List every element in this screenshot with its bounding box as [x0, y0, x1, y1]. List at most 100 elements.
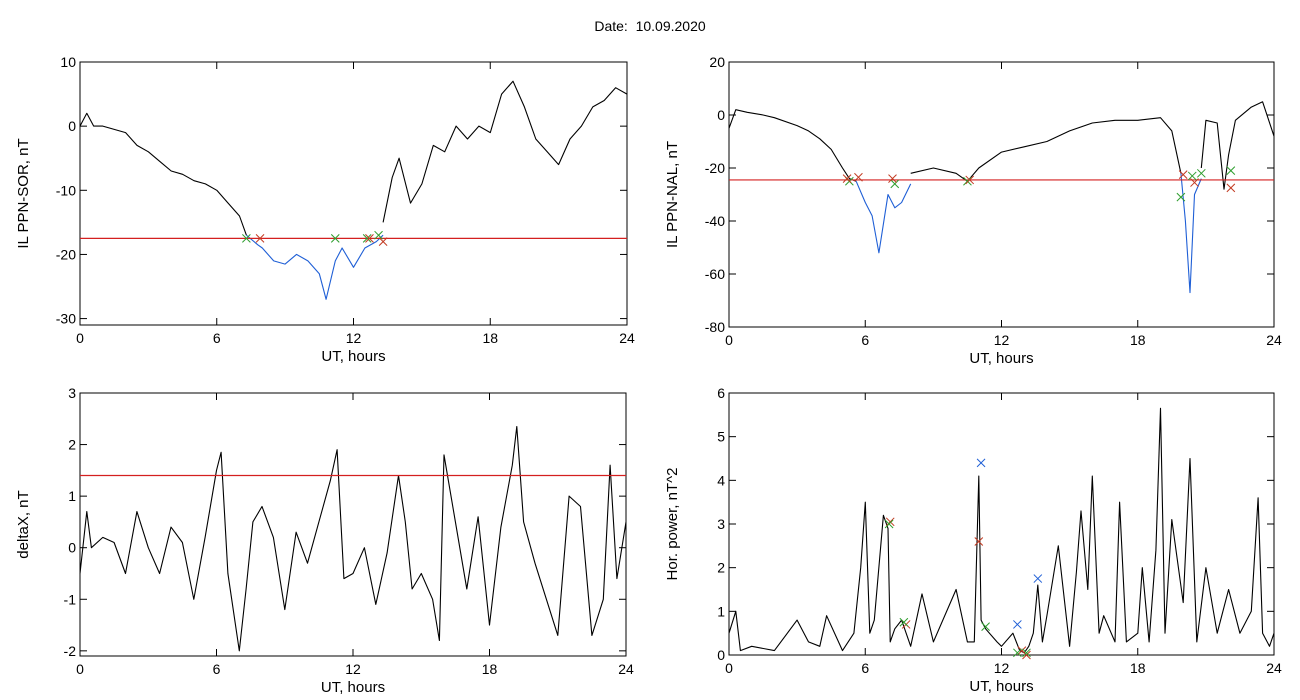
y-tick-label: 1: [717, 603, 725, 619]
marker-stroke: [242, 234, 251, 243]
marker-stroke: [854, 172, 863, 182]
x-tick-label: 12: [994, 332, 1010, 348]
x-tick-label: 6: [861, 332, 869, 348]
y-tick-label: 1: [68, 488, 76, 504]
y-tick-label: 4: [717, 472, 725, 488]
event-marker: [974, 537, 984, 546]
y-tick-label: 2: [717, 560, 725, 576]
event-marker: [365, 234, 374, 243]
plot-frame: [79, 61, 628, 326]
y-tick-label: 2: [68, 437, 76, 453]
y-tick-label: -20: [705, 160, 725, 176]
event-marker: [1187, 171, 1197, 181]
event-marker: [885, 517, 895, 527]
marker-stroke: [1196, 168, 1206, 178]
x-tick-label: 6: [213, 330, 221, 346]
chart-panel-1: 0 6 12 18 24 10 0 -10 -20 -30 UT, hours IL PPN-SOR,…: [15, 54, 635, 365]
x-axis-label: UT, hours: [969, 350, 1033, 367]
marker-stroke: [1022, 650, 1031, 660]
marker-stroke: [374, 230, 383, 240]
event-marker: [899, 617, 909, 627]
y-tick-label: -2: [64, 643, 77, 659]
event-marker: [1176, 192, 1186, 202]
y-tick-label: 20: [709, 54, 725, 70]
event-marker: [976, 458, 986, 468]
y-tick-label: -1: [64, 591, 77, 607]
event-marker: [1013, 648, 1022, 658]
marker-stroke: [899, 617, 909, 627]
marker-stroke: [1176, 192, 1186, 202]
marker-stroke: [1226, 166, 1236, 176]
series-line-4: [1180, 173, 1202, 294]
x-tick-label: 12: [346, 330, 362, 346]
event-marker: [242, 234, 251, 243]
y-tick-label: -30: [56, 311, 76, 327]
marker-stroke: [330, 234, 340, 243]
event-marker: [842, 174, 852, 183]
marker-stroke: [1013, 620, 1022, 629]
series-line-2: [246, 234, 384, 300]
marker-stroke: [1187, 171, 1197, 181]
event-marker: [888, 174, 897, 183]
event-marker: [362, 234, 372, 243]
y-tick-label: -10: [56, 182, 76, 198]
event-marker: [1190, 178, 1199, 187]
marker-stroke: [1226, 183, 1236, 193]
event-marker: [890, 179, 900, 189]
y-tick-label: -80: [705, 319, 725, 335]
x-tick-label: 24: [1266, 332, 1282, 348]
marker-stroke: [842, 174, 852, 183]
x-axis-label: UT, hours: [969, 678, 1033, 695]
event-marker: [378, 237, 388, 246]
event-marker: [1196, 168, 1206, 178]
y-tick-label: 5: [717, 429, 725, 445]
y-tick-label: 0: [717, 647, 725, 663]
y-axis-label: IL PPN-NAL, nT: [664, 141, 681, 248]
marker-stroke: [1017, 646, 1027, 655]
marker-stroke: [885, 517, 895, 527]
event-marker: [884, 519, 894, 529]
marker-stroke: [963, 176, 972, 186]
chart-panel-2: 0 6 12 18 24 20 0 -20 -40 -60 -80 UT, hours IL PPN-N…: [664, 54, 1282, 367]
series-line-3: [382, 80, 628, 223]
event-marker: [1178, 170, 1188, 179]
x-tick-label: 24: [1266, 660, 1282, 676]
y-tick-label: -20: [56, 246, 76, 262]
x-tick-label: 6: [861, 660, 869, 676]
page-title: Date: 10.09.2020: [594, 18, 706, 34]
event-marker: [374, 230, 383, 240]
marker-stroke: [362, 234, 372, 243]
plot-frame: [79, 392, 627, 657]
y-tick-label: 0: [68, 118, 76, 134]
event-marker: [255, 234, 265, 243]
y-axis-label: Hor. power, nT^2: [664, 468, 681, 581]
event-marker: [854, 172, 863, 182]
series-line-5: [1200, 101, 1275, 190]
marker-stroke: [1033, 574, 1043, 583]
y-axis-label: IL PPN-SOR, nT: [15, 138, 32, 248]
y-tick-label: 6: [717, 385, 725, 401]
x-tick-label: 12: [345, 661, 361, 677]
chart-panel-3: 0 6 12 18 24 3 2 1 0 -1 -2 UT, hours deltaX, nT: [15, 385, 634, 696]
marker-stroke: [378, 237, 388, 246]
y-tick-label: 0: [717, 107, 725, 123]
chart-panel-4: 0 6 12 18 24 6 5 4 3 2 1 0 UT, hours Hor. power, nT^2: [664, 385, 1282, 695]
event-marker: [981, 622, 990, 631]
marker-stroke: [1022, 648, 1031, 658]
marker-stroke: [1013, 648, 1022, 658]
series-line-3: [910, 117, 1182, 182]
y-axis-label: deltaX, nT: [15, 490, 32, 558]
x-tick-label: 0: [725, 332, 733, 348]
x-tick-label: 12: [994, 660, 1010, 676]
marker-stroke: [888, 174, 897, 183]
marker-stroke: [1178, 170, 1188, 179]
event-marker: [1022, 650, 1031, 660]
y-tick-label: 3: [717, 516, 725, 532]
marker-stroke: [981, 622, 990, 631]
marker-stroke: [890, 179, 900, 189]
x-tick-label: 0: [76, 661, 84, 677]
x-axis-label: UT, hours: [321, 679, 385, 696]
event-marker: [965, 175, 975, 185]
y-tick-label: 10: [60, 54, 76, 70]
series-line-1: [728, 109, 857, 182]
